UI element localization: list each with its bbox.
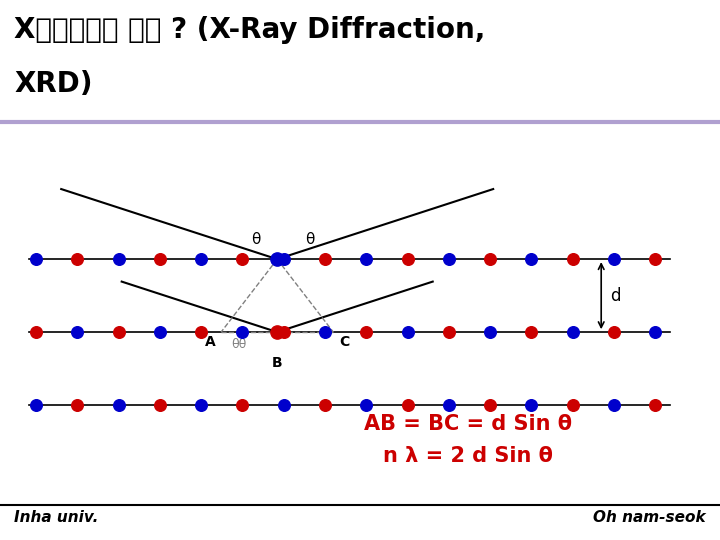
Text: C: C bbox=[339, 335, 349, 349]
Point bbox=[271, 328, 283, 336]
Point bbox=[154, 328, 166, 336]
Point bbox=[237, 328, 248, 336]
Point bbox=[567, 255, 578, 264]
Text: Inha univ.: Inha univ. bbox=[14, 510, 99, 525]
Point bbox=[443, 255, 454, 264]
Text: A: A bbox=[204, 335, 215, 349]
Point bbox=[195, 255, 207, 264]
Point bbox=[443, 401, 454, 409]
Point bbox=[113, 328, 125, 336]
Point bbox=[319, 255, 330, 264]
Point bbox=[319, 328, 330, 336]
Point bbox=[30, 328, 42, 336]
Text: AB = BC = d Sin θ: AB = BC = d Sin θ bbox=[364, 414, 572, 434]
Point bbox=[30, 401, 42, 409]
Text: θθ: θθ bbox=[231, 338, 247, 350]
Point bbox=[608, 255, 620, 264]
Point bbox=[526, 328, 537, 336]
Point bbox=[443, 328, 454, 336]
Point bbox=[402, 255, 413, 264]
Point bbox=[649, 401, 661, 409]
Point bbox=[361, 255, 372, 264]
Point bbox=[195, 328, 207, 336]
Point bbox=[71, 401, 83, 409]
Point bbox=[526, 255, 537, 264]
Point bbox=[195, 401, 207, 409]
Point bbox=[30, 255, 42, 264]
Text: Oh nam-seok: Oh nam-seok bbox=[593, 510, 706, 525]
Point bbox=[361, 328, 372, 336]
Point bbox=[278, 255, 289, 264]
Point bbox=[278, 328, 289, 336]
Point bbox=[71, 328, 83, 336]
Point bbox=[567, 328, 578, 336]
Point bbox=[485, 328, 496, 336]
Point bbox=[271, 255, 283, 264]
Point bbox=[567, 401, 578, 409]
Text: θ: θ bbox=[305, 232, 315, 247]
Text: B: B bbox=[272, 356, 282, 370]
Text: n λ = 2 d Sin θ: n λ = 2 d Sin θ bbox=[383, 446, 553, 467]
Point bbox=[237, 401, 248, 409]
Point bbox=[278, 401, 289, 409]
Point bbox=[608, 401, 620, 409]
Text: X선회절현상 이란 ? (X-Ray Diffraction,: X선회절현상 이란 ? (X-Ray Diffraction, bbox=[14, 16, 486, 44]
Point bbox=[649, 255, 661, 264]
Point bbox=[608, 328, 620, 336]
Point bbox=[485, 401, 496, 409]
Text: XRD): XRD) bbox=[14, 70, 93, 98]
Point bbox=[361, 401, 372, 409]
Point bbox=[154, 401, 166, 409]
Point bbox=[113, 401, 125, 409]
Point bbox=[71, 255, 83, 264]
Point bbox=[485, 255, 496, 264]
Point bbox=[649, 328, 661, 336]
Point bbox=[402, 328, 413, 336]
Text: θ: θ bbox=[251, 232, 261, 247]
Point bbox=[402, 401, 413, 409]
Point bbox=[154, 255, 166, 264]
Point bbox=[113, 255, 125, 264]
Text: d: d bbox=[610, 287, 621, 305]
Point bbox=[526, 401, 537, 409]
Point bbox=[319, 401, 330, 409]
Point bbox=[237, 255, 248, 264]
